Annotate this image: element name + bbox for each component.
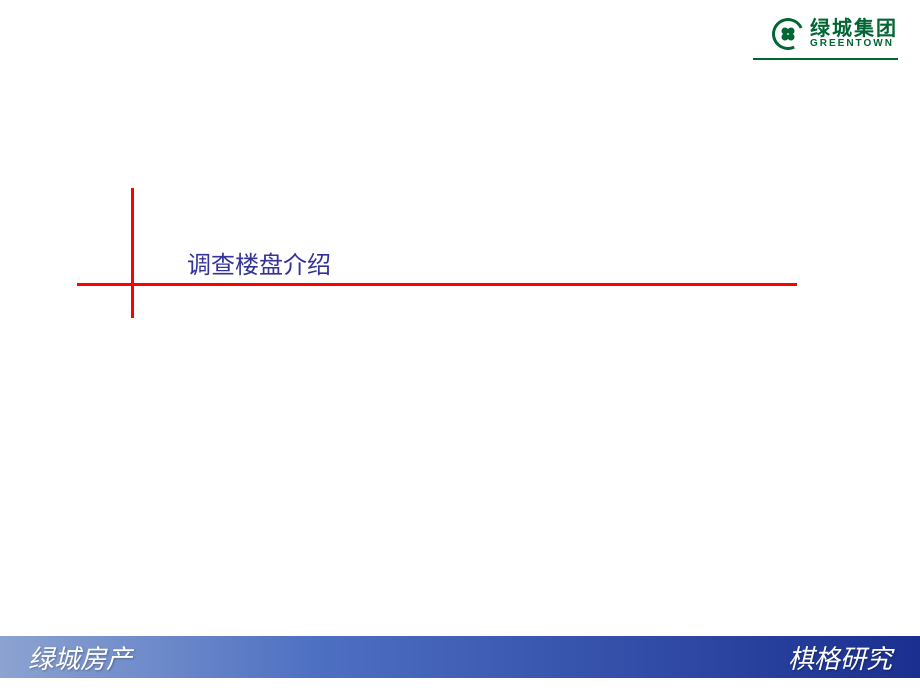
divider-vertical: [131, 188, 134, 318]
slide-footer: 绿城房产 棋格研究: [0, 636, 920, 678]
footer-left-text: 绿城房产: [28, 639, 132, 676]
logo-mark-icon: [772, 18, 804, 50]
slide-title: 调查楼盘介绍: [187, 245, 331, 280]
clover-icon: [780, 26, 796, 42]
logo-text-cn: 绿城集团: [810, 19, 898, 39]
footer-right-text: 棋格研究: [788, 639, 892, 676]
slide-container: 绿城集团 GREENTOWN 调查楼盘介绍 绿城房产 棋格研究: [0, 0, 920, 690]
divider-horizontal: [77, 283, 797, 286]
logo-underline: [753, 58, 898, 60]
logo-text-en: GREENTOWN: [810, 39, 898, 49]
company-logo: 绿城集团 GREENTOWN: [772, 18, 898, 50]
logo-text: 绿城集团 GREENTOWN: [810, 19, 898, 49]
